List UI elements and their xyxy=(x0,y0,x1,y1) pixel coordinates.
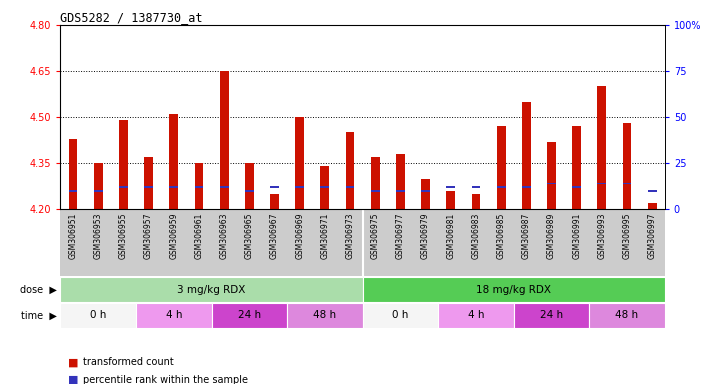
Bar xyxy=(212,303,287,328)
Bar xyxy=(547,142,556,209)
Text: 4 h: 4 h xyxy=(166,310,182,321)
Text: 24 h: 24 h xyxy=(237,310,261,321)
Text: 24 h: 24 h xyxy=(540,310,563,321)
Text: 4 h: 4 h xyxy=(468,310,484,321)
Bar xyxy=(346,132,354,209)
Text: GSM306971: GSM306971 xyxy=(321,213,329,259)
Text: GSM306979: GSM306979 xyxy=(421,213,430,259)
Text: GSM306981: GSM306981 xyxy=(447,213,455,259)
Bar xyxy=(623,182,631,184)
Bar xyxy=(572,186,581,188)
Bar xyxy=(522,186,530,188)
Text: GSM306997: GSM306997 xyxy=(648,213,657,259)
Text: GSM306961: GSM306961 xyxy=(194,213,203,259)
Text: GSM306987: GSM306987 xyxy=(522,213,531,259)
Bar xyxy=(438,303,514,328)
Bar xyxy=(371,157,380,209)
Bar xyxy=(60,277,363,302)
Bar xyxy=(144,157,153,209)
Bar xyxy=(321,186,329,188)
Text: GSM306955: GSM306955 xyxy=(119,213,128,259)
Text: 48 h: 48 h xyxy=(314,310,336,321)
Text: GSM306965: GSM306965 xyxy=(245,213,254,259)
Bar xyxy=(119,120,128,209)
Bar xyxy=(363,277,665,302)
Bar xyxy=(597,86,606,209)
Bar xyxy=(60,303,136,328)
Bar xyxy=(547,182,556,184)
Bar xyxy=(144,186,153,188)
Bar xyxy=(497,186,506,188)
Bar xyxy=(195,186,203,188)
Bar xyxy=(136,303,212,328)
Text: GSM306985: GSM306985 xyxy=(496,213,506,259)
Text: 18 mg/kg RDX: 18 mg/kg RDX xyxy=(476,285,551,295)
Bar xyxy=(69,139,77,209)
Text: dose  ▶: dose ▶ xyxy=(20,285,57,295)
Bar xyxy=(623,123,631,209)
Bar xyxy=(94,163,102,209)
Text: GSM306983: GSM306983 xyxy=(471,213,481,259)
Bar xyxy=(572,126,581,209)
Bar xyxy=(245,190,254,192)
Bar xyxy=(471,194,481,209)
Bar xyxy=(648,190,656,192)
Bar xyxy=(270,186,279,188)
Text: ■: ■ xyxy=(68,375,78,384)
Bar xyxy=(270,194,279,209)
Bar xyxy=(220,186,228,188)
Bar xyxy=(346,186,354,188)
Text: GSM306991: GSM306991 xyxy=(572,213,581,259)
Bar xyxy=(396,154,405,209)
Text: GSM306967: GSM306967 xyxy=(270,213,279,259)
Bar xyxy=(169,114,178,209)
Text: GSM306953: GSM306953 xyxy=(94,213,102,259)
Text: transformed count: transformed count xyxy=(83,358,174,367)
Text: GSM306951: GSM306951 xyxy=(68,213,77,259)
Text: 0 h: 0 h xyxy=(392,310,409,321)
Text: GSM306969: GSM306969 xyxy=(295,213,304,259)
Bar xyxy=(295,186,304,188)
Bar xyxy=(589,303,665,328)
Text: GSM306993: GSM306993 xyxy=(597,213,606,259)
Bar xyxy=(447,191,455,209)
Bar xyxy=(169,186,178,188)
Text: ■: ■ xyxy=(68,358,78,367)
Bar xyxy=(648,203,656,209)
Bar xyxy=(597,182,606,184)
Text: GSM306959: GSM306959 xyxy=(169,213,178,259)
Text: GSM306957: GSM306957 xyxy=(144,213,153,259)
Text: GSM306975: GSM306975 xyxy=(370,213,380,259)
Bar xyxy=(396,190,405,192)
Text: 48 h: 48 h xyxy=(616,310,638,321)
Bar xyxy=(447,186,455,188)
Text: percentile rank within the sample: percentile rank within the sample xyxy=(83,375,248,384)
Bar xyxy=(363,303,438,328)
Bar xyxy=(287,303,363,328)
Bar xyxy=(94,190,102,192)
Text: GSM306989: GSM306989 xyxy=(547,213,556,259)
Bar xyxy=(514,303,589,328)
Bar xyxy=(220,71,228,209)
Bar xyxy=(69,190,77,192)
Text: GSM306995: GSM306995 xyxy=(623,213,631,259)
Bar xyxy=(295,117,304,209)
Text: 3 mg/kg RDX: 3 mg/kg RDX xyxy=(177,285,246,295)
Bar xyxy=(522,102,530,209)
Text: GSM306977: GSM306977 xyxy=(396,213,405,259)
Text: time  ▶: time ▶ xyxy=(21,310,57,321)
Bar xyxy=(421,179,430,209)
Bar xyxy=(195,163,203,209)
Bar xyxy=(421,190,430,192)
Bar xyxy=(119,186,128,188)
Text: GDS5282 / 1387730_at: GDS5282 / 1387730_at xyxy=(60,11,203,24)
Bar xyxy=(321,166,329,209)
Bar xyxy=(371,190,380,192)
Text: 0 h: 0 h xyxy=(90,310,107,321)
Bar xyxy=(245,163,254,209)
Text: GSM306963: GSM306963 xyxy=(220,213,229,259)
Bar xyxy=(471,186,481,188)
Bar xyxy=(497,126,506,209)
Text: GSM306973: GSM306973 xyxy=(346,213,355,259)
